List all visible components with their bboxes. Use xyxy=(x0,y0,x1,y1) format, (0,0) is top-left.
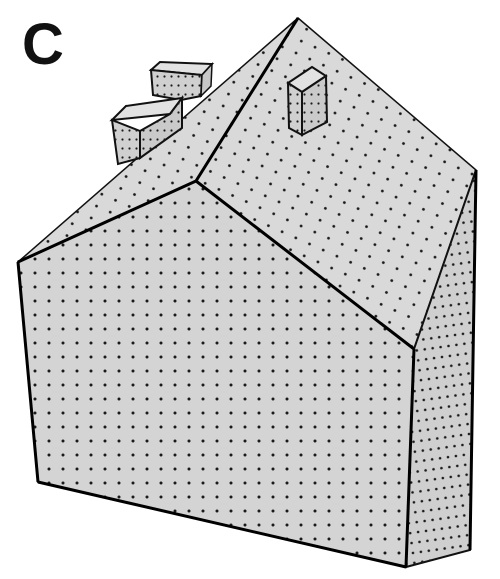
dormer-rear xyxy=(148,60,215,102)
dormer-front xyxy=(109,95,185,166)
chimney xyxy=(286,65,329,137)
model-edges xyxy=(16,17,478,569)
front-gable-wall xyxy=(16,179,416,569)
panel-label: C xyxy=(22,12,64,77)
